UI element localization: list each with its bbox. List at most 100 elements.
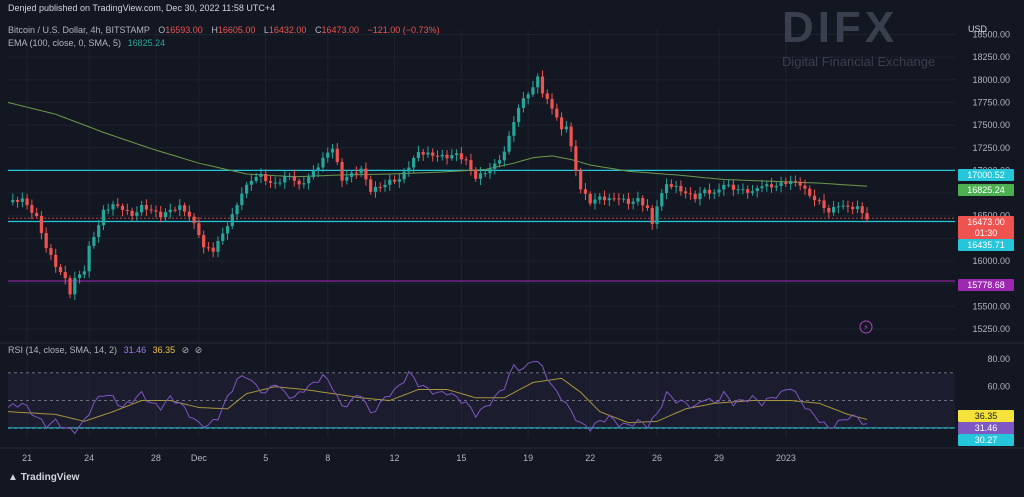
candle-body xyxy=(750,191,755,193)
candle-body xyxy=(340,161,344,181)
candle-body xyxy=(373,187,378,192)
candle-body xyxy=(49,248,53,255)
badge-last-price: 16473.00 xyxy=(958,216,1014,228)
candle-body xyxy=(416,152,421,159)
ohlc-high-value: 16605.00 xyxy=(217,25,256,35)
candle-body xyxy=(531,87,535,95)
candle-body xyxy=(664,184,669,194)
candle-body xyxy=(435,155,440,157)
symbol-legend[interactable]: Bitcoin / U.S. Dollar, 4h, BITSTAMP O165… xyxy=(8,25,440,35)
badge-support-line: 16435.71 xyxy=(958,239,1014,251)
candle-body xyxy=(135,212,139,216)
ohlc-close-label: C xyxy=(314,25,322,35)
candle-body xyxy=(106,209,110,211)
candle-body xyxy=(454,153,459,156)
x-tick-label: 15 xyxy=(456,453,466,463)
candle-body xyxy=(82,271,86,275)
candle-body xyxy=(803,185,807,189)
candle-body xyxy=(474,169,478,179)
candle-body xyxy=(111,204,115,210)
candle-body xyxy=(559,117,564,130)
candle-body xyxy=(421,152,425,155)
candle-body xyxy=(63,272,67,279)
candle-body xyxy=(249,180,253,185)
candle-body xyxy=(101,209,106,226)
lightning-icon xyxy=(859,320,873,334)
candle-body xyxy=(378,187,382,189)
candle-body xyxy=(259,173,263,177)
candle-body xyxy=(812,195,817,201)
candle-body xyxy=(316,167,320,172)
ohlc-high-label: H xyxy=(211,25,218,35)
candle-body xyxy=(574,146,578,172)
candle-body xyxy=(197,223,201,236)
candle-body xyxy=(822,200,826,209)
candle-body xyxy=(292,175,296,181)
candle-body xyxy=(860,206,864,214)
candle-body xyxy=(149,209,153,211)
candle-body xyxy=(641,197,645,206)
candle-body xyxy=(254,176,258,181)
ohlc-close-value: 16473.00 xyxy=(321,25,359,35)
x-tick-label: Dec xyxy=(191,453,208,463)
difx-logo-text: DIFX xyxy=(782,3,899,52)
y-tick-label: 17750.00 xyxy=(972,97,1010,107)
ohlc-open-label: O xyxy=(158,25,166,35)
candle-body xyxy=(97,225,101,237)
candle-body xyxy=(712,192,716,194)
candle-body xyxy=(817,200,821,202)
y-tick-label: 15500.00 xyxy=(972,301,1010,311)
ema-value: 16825.24 xyxy=(127,38,166,48)
candle-body xyxy=(836,206,840,208)
candle-body xyxy=(655,206,659,224)
candle-body xyxy=(579,171,583,190)
candle-body xyxy=(684,191,688,194)
x-tick-label: 26 xyxy=(652,453,662,463)
candle-body xyxy=(540,76,545,94)
candle-body xyxy=(631,201,635,204)
candle-body xyxy=(488,168,492,174)
candle-body xyxy=(459,153,463,160)
y-tick-label: 17250.00 xyxy=(972,143,1010,153)
candle-body xyxy=(412,158,416,168)
hidden-value-icon[interactable]: ⊘ xyxy=(181,345,190,355)
x-tick-label: 5 xyxy=(263,453,268,463)
candle-body xyxy=(211,247,215,252)
candle-body xyxy=(851,206,855,210)
tradingview-brand: ▲ TradingView xyxy=(8,472,79,483)
candle-body xyxy=(402,171,406,180)
y-tick-label: 17500.00 xyxy=(972,120,1010,130)
candle-body xyxy=(20,198,24,202)
candle-body xyxy=(235,205,239,215)
candle-body xyxy=(35,212,39,216)
candle-body xyxy=(354,172,358,174)
candle-body xyxy=(407,167,411,172)
badge-rsi: 31.46 xyxy=(958,422,1014,434)
candle-body xyxy=(755,188,759,192)
candle-body xyxy=(54,254,58,267)
candle-body xyxy=(450,155,454,159)
x-tick-label: 29 xyxy=(714,453,724,463)
candle-body xyxy=(159,211,163,218)
candle-body xyxy=(698,193,702,200)
ohlc-low-label: L xyxy=(263,25,269,35)
candle-body xyxy=(287,175,292,177)
candle-body xyxy=(545,93,549,99)
candle-body xyxy=(297,180,301,185)
hidden-value-icon[interactable]: ⊘ xyxy=(194,345,203,355)
candle-body xyxy=(245,184,249,194)
candle-body xyxy=(221,233,225,241)
candle-body xyxy=(173,209,177,211)
ema-legend[interactable]: EMA (100, close, 0, SMA, 5) 16825.24 xyxy=(8,38,165,48)
rsi-legend[interactable]: RSI (14, close, SMA, 14, 2) 31.46 36.35 … xyxy=(8,345,202,356)
tradingview-brand-text: TradingView xyxy=(20,472,80,483)
candle-body xyxy=(636,197,640,202)
badge-rsi-ma: 36.35 xyxy=(958,410,1014,422)
rsi-ma-value: 36.35 xyxy=(152,345,176,355)
candle-body xyxy=(550,98,554,109)
candle-body xyxy=(779,182,783,187)
candle-body xyxy=(116,204,120,206)
candle-body xyxy=(827,208,831,213)
y-tick-label: 15250.00 xyxy=(972,324,1010,334)
candle-body xyxy=(140,205,144,213)
